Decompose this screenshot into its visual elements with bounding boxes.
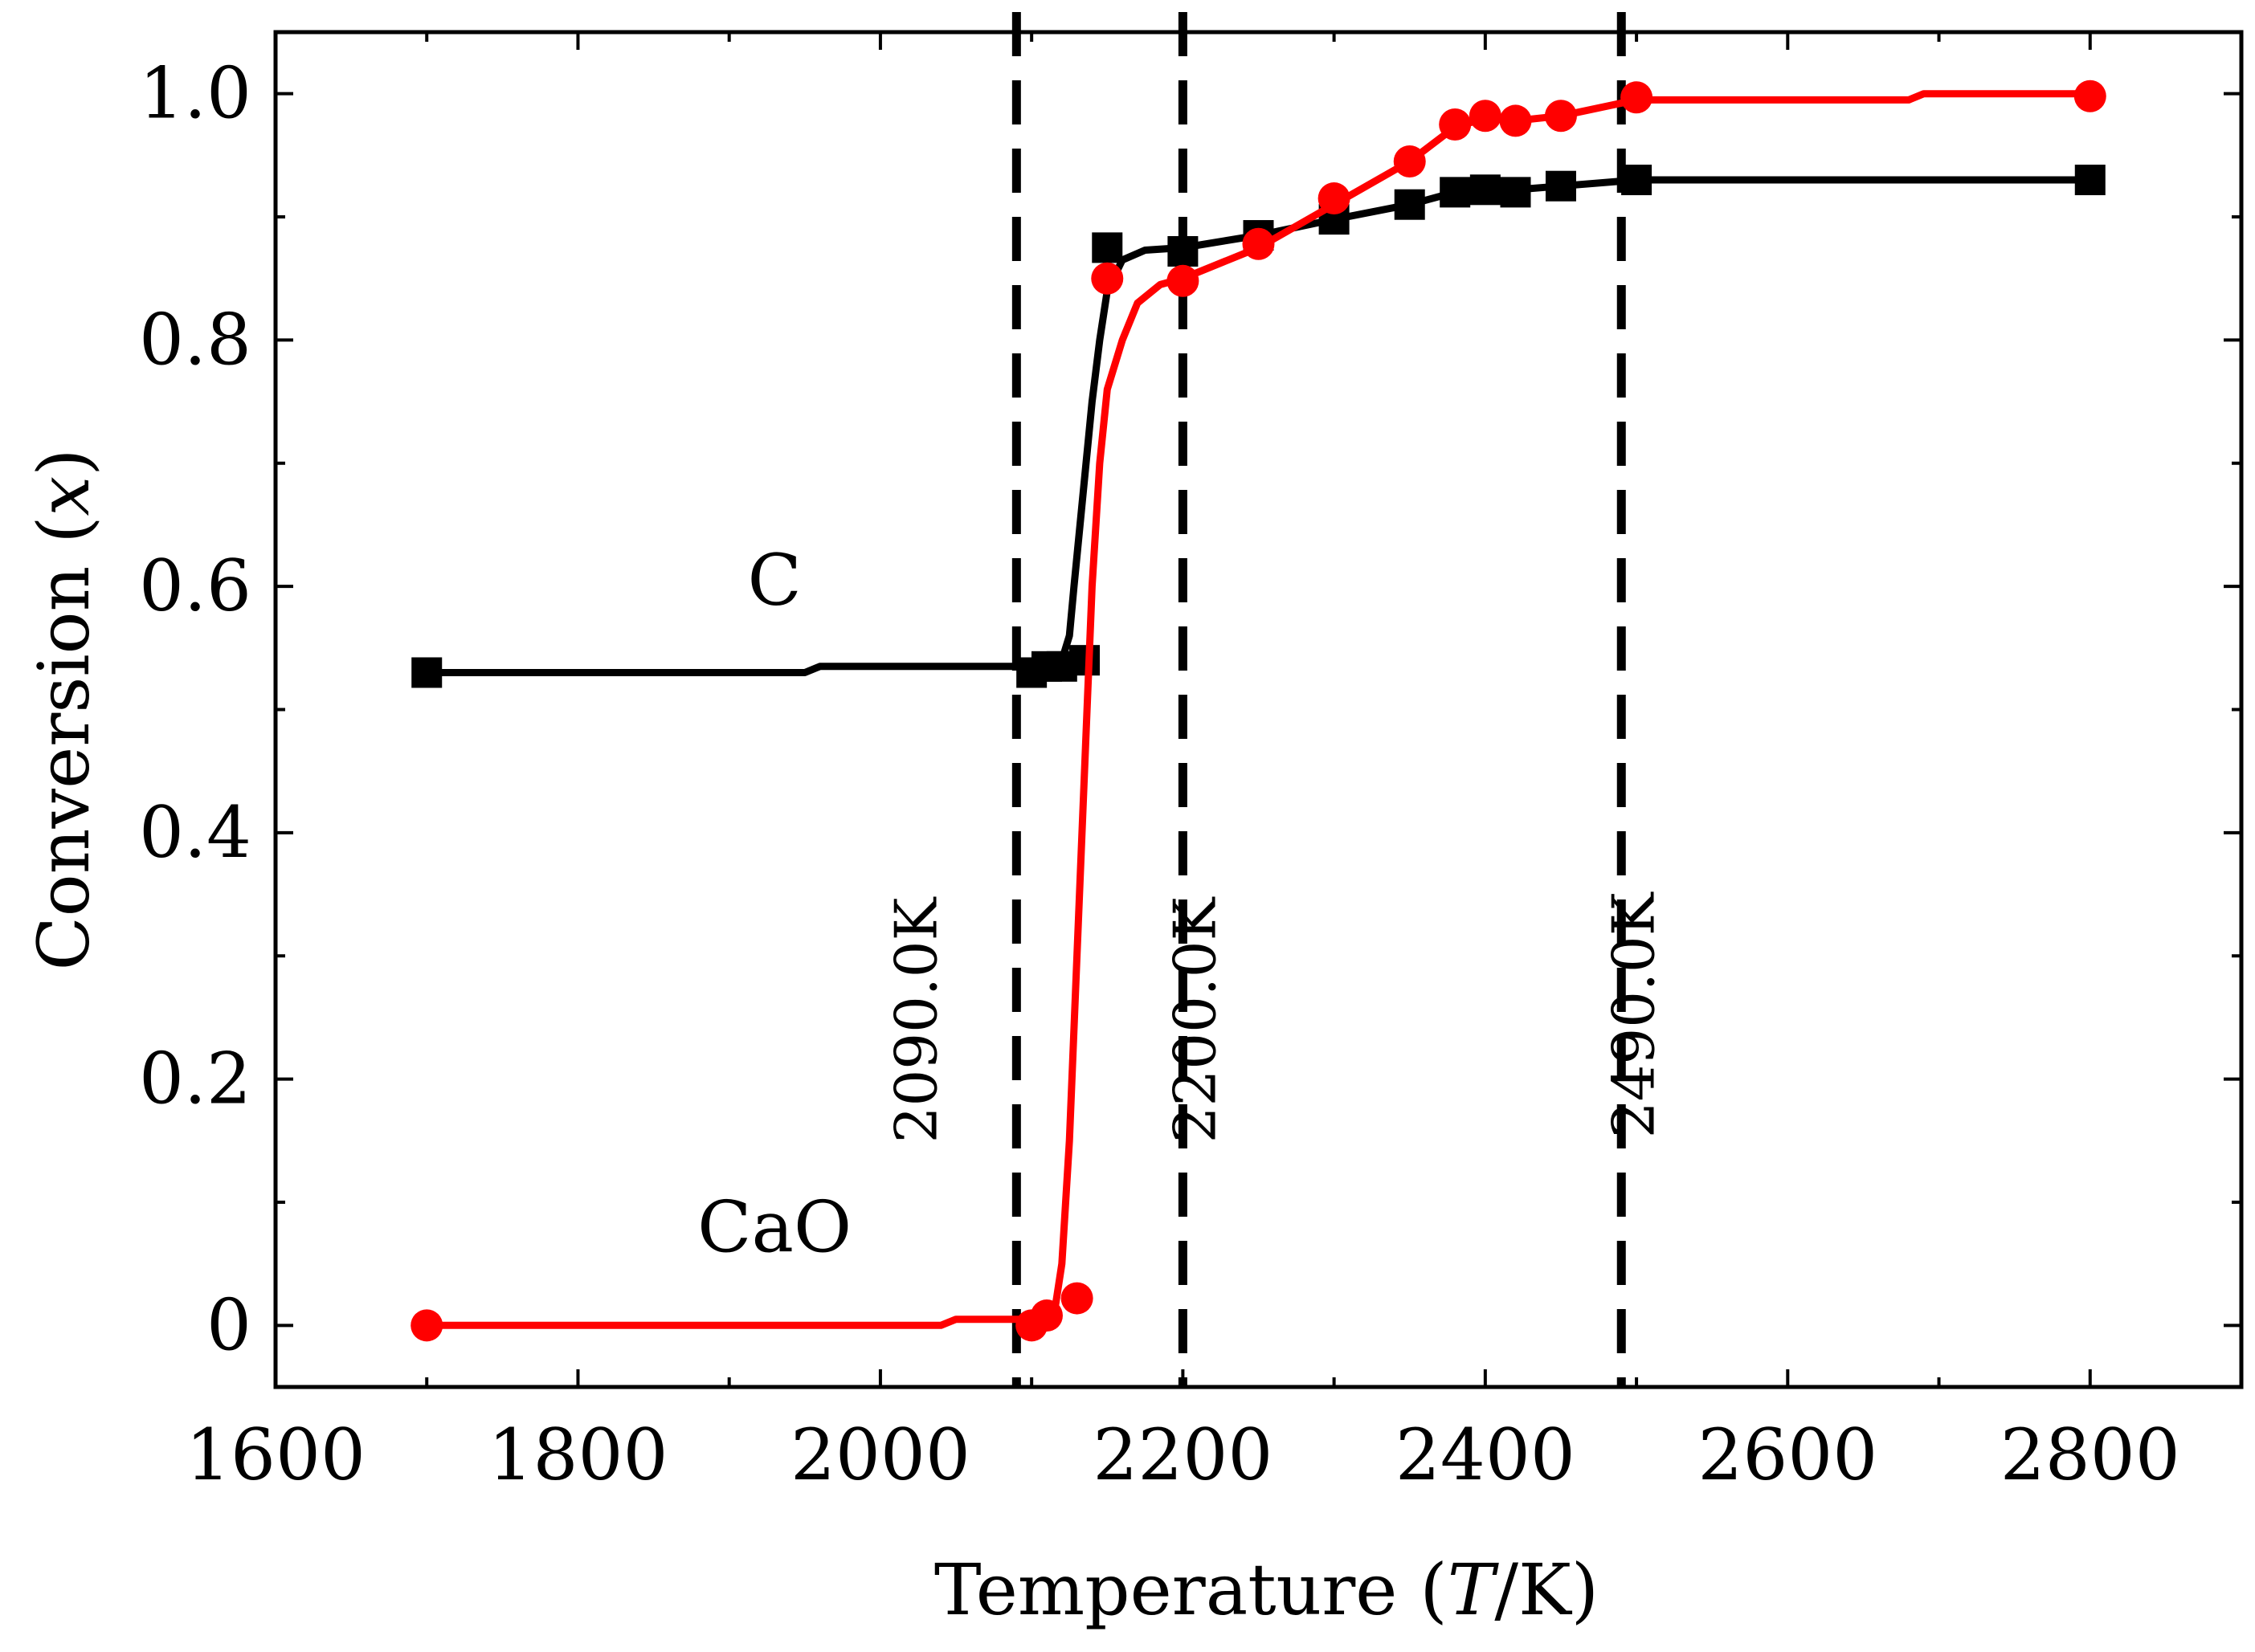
data-point: [1620, 81, 1653, 114]
y-tick-label: 0.2: [139, 1038, 251, 1120]
x-axis-title-variable: T: [1448, 1548, 1500, 1631]
reference-lines: 2090.0K 2200.0K 2490.0K: [882, 12, 1667, 1387]
reference-line-label: 2490.0K: [1599, 891, 1667, 1138]
y-tick-label: 0.8: [139, 298, 251, 381]
y-axis-title: Conversion (x): [22, 448, 105, 970]
x-axis-title-prefix: Temperature (: [934, 1548, 1448, 1631]
y-tick-label: 0.4: [139, 791, 251, 874]
reference-line-label: 2200.0K: [1161, 896, 1228, 1143]
data-point: [1469, 174, 1501, 206]
data-point: [1500, 177, 1531, 208]
data-point: [1242, 227, 1275, 260]
data-point: [1621, 165, 1652, 196]
x-tick-label: 2600: [1697, 1413, 1877, 1496]
y-axis-title-suffix: ): [22, 448, 105, 475]
y-tick-label: 0.6: [139, 545, 251, 627]
data-point: [1544, 100, 1577, 133]
data-point: [1394, 189, 1425, 220]
series-line: [427, 90, 2090, 1329]
series-label-c: C: [747, 539, 801, 622]
data-point: [2073, 80, 2106, 112]
x-tick-label: 2000: [790, 1413, 970, 1496]
x-tick-label: 1800: [488, 1413, 668, 1496]
series-label-cao: CaO: [697, 1185, 852, 1268]
data-point: [1393, 145, 1426, 178]
x-tick-label: 1600: [186, 1413, 366, 1496]
y-axis-title-prefix: Conversion (: [22, 516, 105, 970]
data-point: [1469, 100, 1501, 133]
series-group: [411, 80, 2106, 1342]
ticks: 1600 1800 2000 2200 2400 2600 2800 0 0.2 0.4 0.6 0.…: [139, 32, 2243, 1496]
data-point: [1092, 232, 1123, 263]
data-point: [411, 1309, 443, 1342]
data-point: [1167, 235, 1199, 267]
reference-line-label: 2090.0K: [882, 896, 950, 1143]
data-point: [1440, 177, 1471, 208]
data-point: [1545, 170, 1576, 202]
y-axis-title-variable: x: [22, 476, 105, 516]
data-point: [1091, 262, 1124, 295]
data-point: [1060, 1282, 1093, 1315]
x-tick-label: 2200: [1093, 1413, 1273, 1496]
data-point: [1499, 104, 1532, 137]
y-tick-label: 0: [206, 1283, 251, 1366]
x-axis-title-suffix: /K): [1494, 1548, 1599, 1631]
data-point: [1439, 108, 1472, 141]
annotations: C CaO: [697, 539, 852, 1268]
x-tick-label: 2400: [1395, 1413, 1575, 1496]
x-axis-title: Temperature (T/K): [934, 1548, 1599, 1631]
y-tick-label: 1.0: [139, 52, 251, 135]
data-point: [411, 657, 443, 688]
data-point: [1166, 264, 1199, 297]
data-point: [2074, 165, 2106, 196]
data-point: [1069, 645, 1101, 676]
data-point: [1317, 182, 1350, 215]
x-tick-label: 2800: [2000, 1413, 2180, 1496]
series-cao: [411, 80, 2106, 1342]
data-point: [1030, 1299, 1063, 1332]
